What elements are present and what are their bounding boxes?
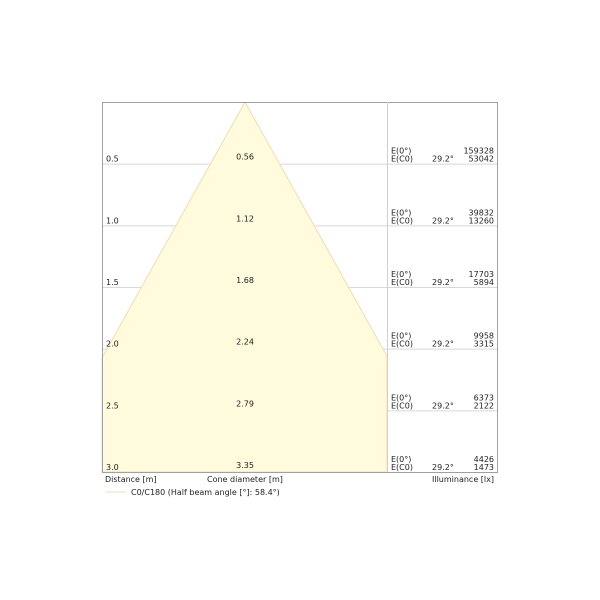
e0-value: 4426 [474, 455, 494, 464]
distance-label: 2.0 [106, 340, 119, 349]
e0-label: E(0°) [391, 208, 411, 217]
angle-label: 29.2° [432, 340, 454, 349]
ec0-value: 2122 [474, 401, 494, 410]
ec0-label: E(C0) [391, 340, 413, 349]
angle-label: 29.2° [432, 401, 454, 410]
distance-axis-label: Distance [m] [105, 475, 157, 484]
diameter-label: 2.24 [236, 338, 254, 347]
e0-label: E(0°) [391, 393, 411, 402]
ec0-value: 13260 [469, 216, 494, 225]
ec0-label: E(C0) [391, 401, 413, 410]
e0-label: E(0°) [391, 270, 411, 279]
diameter-label: 2.79 [236, 399, 254, 408]
chart-frame [102, 102, 498, 473]
ec0-label: E(C0) [391, 155, 413, 164]
angle-label: 29.2° [432, 216, 454, 225]
ec0-value: 5894 [474, 278, 494, 287]
e0-value: 6373 [474, 393, 494, 402]
diameter-axis-label: Cone diameter [m] [207, 475, 283, 484]
e0-value: 17703 [469, 270, 494, 279]
e0-value: 39832 [469, 208, 494, 217]
diameter-label: 1.68 [236, 276, 254, 285]
e0-value: 159328 [463, 147, 494, 156]
e0-value: 9958 [474, 332, 494, 341]
angle-label: 29.2° [432, 155, 454, 164]
distance-label: 3.0 [106, 463, 119, 472]
diameter-label: 1.12 [236, 214, 254, 223]
ec0-value: 3315 [474, 340, 494, 349]
e0-label: E(0°) [391, 147, 411, 156]
ec0-label: E(C0) [391, 278, 413, 287]
distance-label: 0.5 [106, 155, 119, 164]
legend-label: C0/C180 (Half beam angle [°]: 58.4°) [131, 488, 280, 497]
ec0-value: 53042 [469, 155, 494, 164]
diameter-label: 0.56 [236, 153, 254, 162]
illuminance-axis-label: Illuminance [lx] [432, 475, 494, 484]
angle-label: 29.2° [432, 463, 454, 472]
distance-label: 1.0 [106, 216, 119, 225]
ec0-label: E(C0) [391, 216, 413, 225]
distance-label: 2.5 [106, 401, 119, 410]
ec0-label: E(C0) [391, 463, 413, 472]
ec0-value: 1473 [474, 463, 494, 472]
e0-label: E(0°) [391, 455, 411, 464]
distance-label: 1.5 [106, 278, 119, 287]
diameter-label: 3.35 [236, 461, 254, 470]
angle-label: 29.2° [432, 278, 454, 287]
e0-label: E(0°) [391, 332, 411, 341]
